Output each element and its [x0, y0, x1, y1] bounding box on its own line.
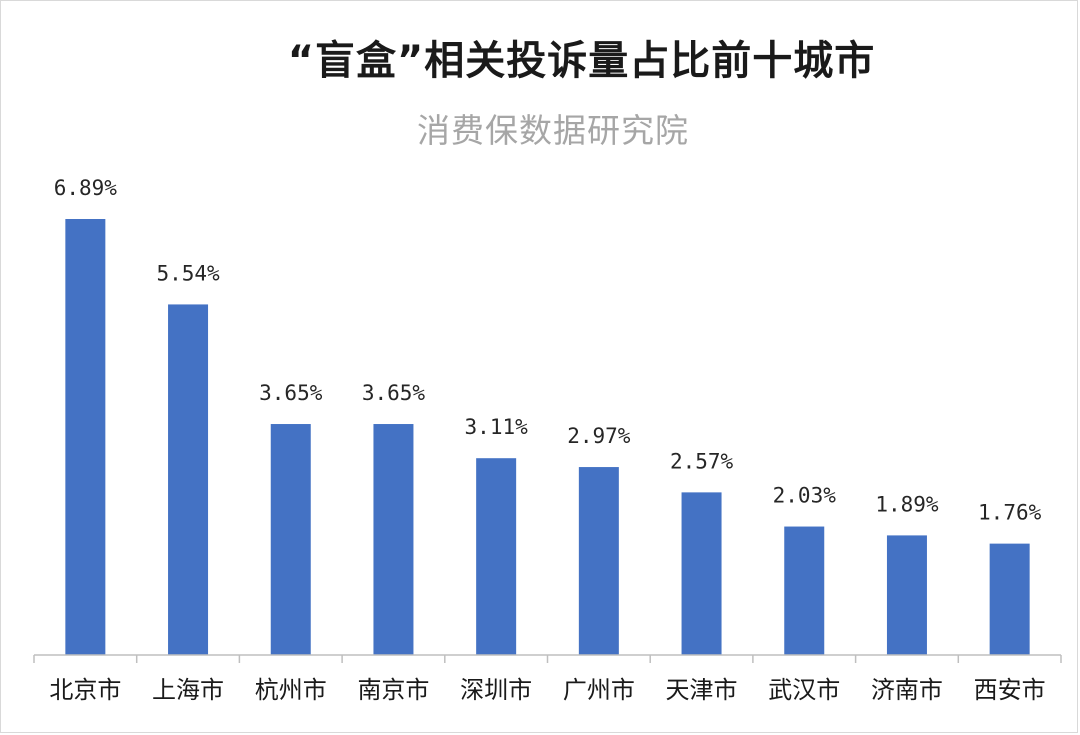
data-label-7: 2.57% [670, 449, 734, 473]
chart-title: “盲盒”相关投诉量占比前十城市 [287, 38, 876, 84]
value-labels-group: 6.89% 5.54% 3.65% 3.65% 3.11% 2.97% 2.57% 2.03%… [54, 176, 1042, 525]
bar-7 [681, 492, 722, 655]
data-label-3: 3.65% [259, 381, 323, 405]
bar-8 [784, 526, 825, 655]
category-label-7: 天津市 [666, 676, 738, 704]
bar-10 [989, 543, 1030, 655]
data-label-2: 5.54% [156, 261, 220, 285]
category-label-4: 南京市 [357, 676, 429, 704]
bar-2 [168, 304, 209, 655]
data-label-10: 1.76% [978, 501, 1042, 525]
data-label-6: 2.97% [567, 424, 631, 448]
category-label-6: 广州市 [563, 676, 635, 704]
bar-5 [476, 458, 517, 655]
x-axis-ticks-group [33, 655, 1062, 663]
category-labels-group: 北京市 上海市 杭州市 南京市 深圳市 广州市 天津市 武汉市 济南市 西安市 [49, 676, 1045, 704]
bar-3 [270, 424, 311, 655]
bar-9 [886, 535, 927, 655]
bar-6 [578, 467, 619, 655]
data-label-9: 1.89% [875, 492, 939, 516]
category-label-9: 济南市 [871, 676, 943, 704]
data-label-8: 2.03% [773, 484, 837, 508]
bar-4 [373, 424, 414, 655]
category-label-3: 杭州市 [255, 676, 327, 704]
category-label-2: 上海市 [152, 676, 224, 704]
category-label-5: 深圳市 [460, 676, 532, 704]
bar-1 [65, 219, 106, 655]
data-label-1: 6.89% [54, 176, 118, 200]
data-label-5: 3.11% [465, 415, 529, 439]
bars-group [65, 219, 1030, 655]
category-label-1: 北京市 [49, 676, 121, 704]
category-label-10: 西安市 [974, 676, 1046, 704]
chart-subtitle: 消费保数据研究院 [417, 111, 689, 150]
category-label-8: 武汉市 [768, 676, 840, 704]
data-label-4: 3.65% [362, 381, 426, 405]
